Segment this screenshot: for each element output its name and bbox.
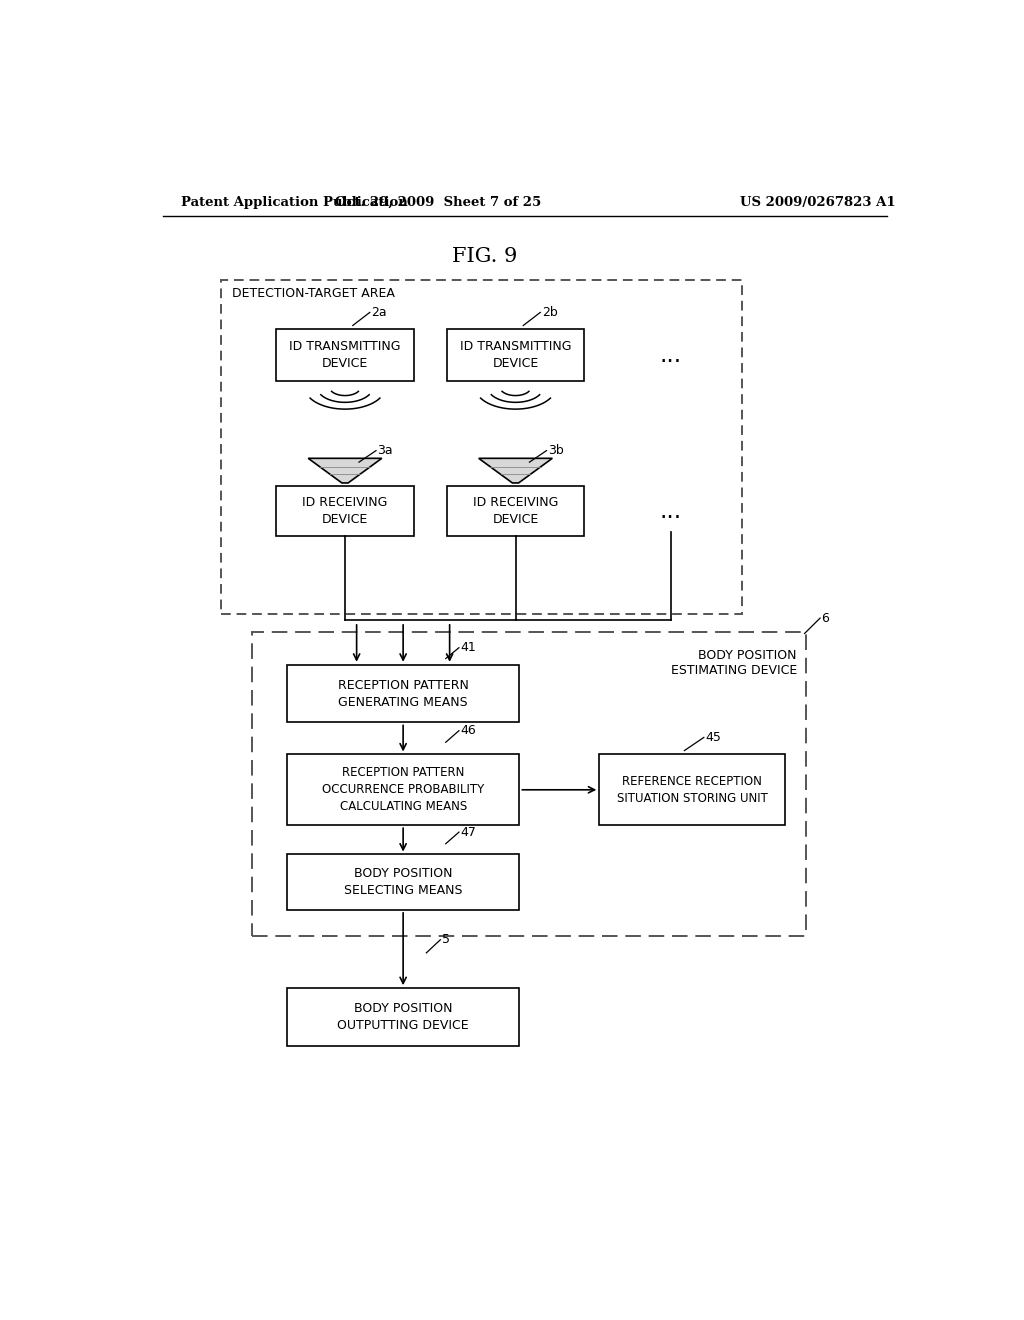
Text: BODY POSITION
ESTIMATING DEVICE: BODY POSITION ESTIMATING DEVICE xyxy=(671,648,797,677)
Bar xyxy=(287,665,519,722)
Text: FIG. 9: FIG. 9 xyxy=(452,247,517,267)
Bar xyxy=(287,989,519,1045)
Text: ID TRANSMITTING
DEVICE: ID TRANSMITTING DEVICE xyxy=(460,339,571,370)
Text: RECEPTION PATTERN
GENERATING MEANS: RECEPTION PATTERN GENERATING MEANS xyxy=(338,678,469,709)
Polygon shape xyxy=(308,458,382,483)
Bar xyxy=(599,755,785,825)
Text: ID RECEIVING
DEVICE: ID RECEIVING DEVICE xyxy=(473,496,558,527)
Text: 5: 5 xyxy=(442,933,450,946)
Bar xyxy=(446,329,585,381)
Text: BODY POSITION
OUTPUTTING DEVICE: BODY POSITION OUTPUTTING DEVICE xyxy=(337,1002,469,1032)
Text: ...: ... xyxy=(659,499,682,523)
Text: DETECTION-TARGET AREA: DETECTION-TARGET AREA xyxy=(231,288,394,301)
Text: Patent Application Publication: Patent Application Publication xyxy=(180,195,408,209)
Bar xyxy=(287,854,519,909)
Text: 45: 45 xyxy=(706,731,721,744)
Text: 6: 6 xyxy=(821,611,829,624)
Text: 3b: 3b xyxy=(548,444,564,457)
Text: US 2009/0267823 A1: US 2009/0267823 A1 xyxy=(740,195,896,209)
Text: 3a: 3a xyxy=(378,444,393,457)
Polygon shape xyxy=(478,458,552,483)
Bar xyxy=(252,632,806,936)
Text: 2a: 2a xyxy=(372,306,387,319)
Bar xyxy=(287,755,519,825)
Text: 2b: 2b xyxy=(542,306,558,319)
Text: ID TRANSMITTING
DEVICE: ID TRANSMITTING DEVICE xyxy=(289,339,400,370)
Text: RECEPTION PATTERN
OCCURRENCE PROBABILITY
CALCULATING MEANS: RECEPTION PATTERN OCCURRENCE PROBABILITY… xyxy=(322,767,484,813)
Bar xyxy=(276,329,414,381)
Text: 46: 46 xyxy=(461,725,476,737)
Text: BODY POSITION
SELECTING MEANS: BODY POSITION SELECTING MEANS xyxy=(344,867,463,898)
Text: 47: 47 xyxy=(461,825,476,838)
Text: ID RECEIVING
DEVICE: ID RECEIVING DEVICE xyxy=(302,496,388,527)
Text: REFERENCE RECEPTION
SITUATION STORING UNIT: REFERENCE RECEPTION SITUATION STORING UN… xyxy=(616,775,768,805)
Bar xyxy=(221,280,741,614)
Text: 41: 41 xyxy=(461,642,476,655)
Bar xyxy=(446,486,585,536)
Text: Oct. 29, 2009  Sheet 7 of 25: Oct. 29, 2009 Sheet 7 of 25 xyxy=(335,195,541,209)
Bar xyxy=(276,486,414,536)
Text: ...: ... xyxy=(659,343,682,367)
